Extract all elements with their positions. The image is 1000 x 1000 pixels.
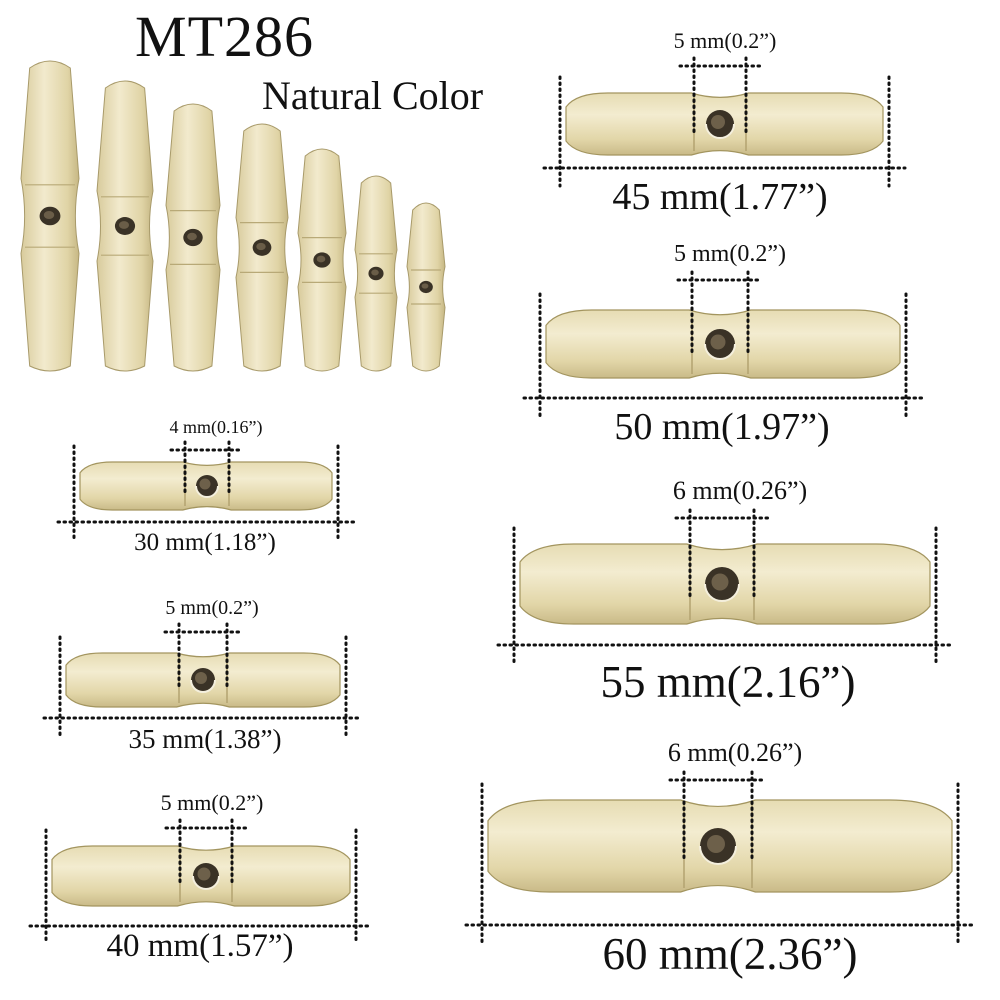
length-label: 50 mm(1.97”) (614, 406, 830, 448)
hole-size-label: 5 mm(0.2”) (673, 28, 777, 53)
length-dimension-line (42, 635, 364, 738)
group-toggle (96, 80, 154, 372)
length-dimension-line (28, 828, 374, 946)
hole-size-label: 5 mm(0.2”) (674, 241, 786, 267)
length-dimension-line (496, 526, 954, 665)
hole-dimension-line (678, 56, 762, 135)
toggle-45mm (542, 56, 907, 188)
group-toggle (165, 103, 221, 372)
hole-dimension-line (164, 818, 248, 887)
group-toggle (297, 148, 347, 372)
length-dimension-line (56, 444, 356, 542)
hole-dimension-line (674, 508, 770, 598)
length-dimension-line (464, 782, 976, 945)
product-code: MT286 (135, 4, 314, 69)
hole-size-label: 5 mm(0.2”) (160, 790, 264, 815)
toggle-diagrams (28, 56, 976, 946)
toggle-40mm (28, 818, 374, 946)
length-label: 55 mm(2.16”) (600, 657, 856, 707)
toggle-30mm (56, 440, 356, 542)
hole-dimension-line (676, 270, 764, 356)
group-toggle (235, 123, 289, 372)
hole-size-label: 6 mm(0.26”) (667, 738, 803, 767)
group-toggle (406, 202, 446, 372)
hole-dimension-line (163, 622, 243, 690)
length-label: 60 mm(2.36”) (602, 929, 858, 979)
hole-size-label: 4 mm(0.16”) (169, 417, 263, 437)
group-photo (20, 60, 446, 372)
length-label: 45 mm(1.77”) (612, 176, 828, 218)
group-toggle (20, 60, 80, 372)
length-label: 40 mm(1.57”) (106, 928, 294, 964)
hole-size-label: 6 mm(0.26”) (672, 476, 808, 505)
hole-dimension-line (169, 440, 245, 495)
length-label: 35 mm(1.38”) (128, 724, 282, 754)
toggle-50mm (522, 270, 924, 418)
length-label: 30 mm(1.18”) (134, 529, 276, 556)
toggle-35mm (42, 622, 364, 738)
hole-size-label: 5 mm(0.2”) (165, 597, 259, 619)
hole-dimension-line (668, 770, 768, 862)
length-dimension-line (542, 75, 907, 188)
color-name: Natural Color (262, 73, 484, 118)
length-dimension-line (522, 292, 924, 418)
toggle-55mm (496, 508, 954, 665)
toggle-60mm (464, 770, 976, 945)
group-toggle (354, 175, 398, 372)
